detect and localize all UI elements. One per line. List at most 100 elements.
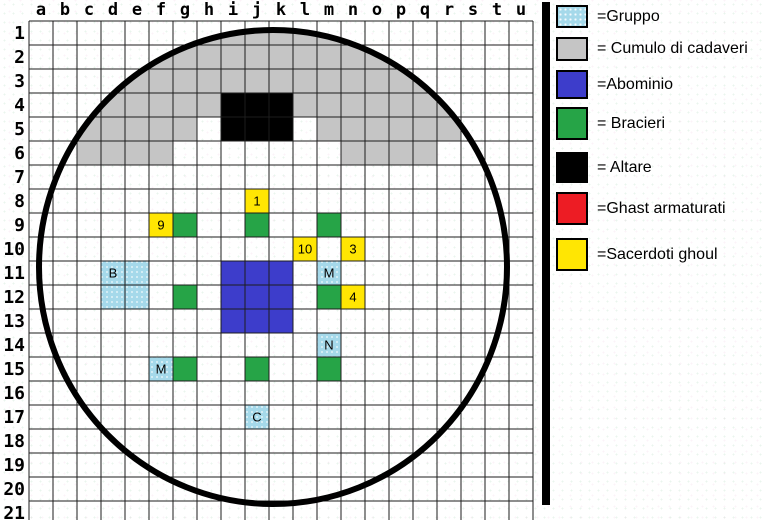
row-header: 18 — [3, 431, 25, 452]
ritual-circle — [36, 27, 510, 507]
row-header: 15 — [3, 359, 25, 380]
sacerdoti-swatch — [556, 238, 588, 271]
altar-cells — [221, 93, 293, 117]
abomination-cells — [221, 285, 293, 309]
column-header: q — [420, 0, 430, 20]
cell-label: M — [324, 266, 335, 281]
column-header: b — [60, 0, 70, 20]
brazier-cell — [317, 285, 341, 309]
cell-label: 10 — [298, 242, 312, 257]
row-header: 7 — [14, 167, 25, 188]
legend: =Gruppo = Cumulo di cadaveri =Abominio =… — [556, 0, 766, 271]
row-header: 1 — [14, 23, 25, 44]
cell-label: 9 — [157, 218, 164, 233]
row-header: 4 — [14, 95, 25, 116]
ghoul-priest-cell — [341, 237, 365, 261]
column-header: d — [108, 0, 118, 20]
legend-label: =Gruppo — [597, 7, 660, 25]
row-header: 12 — [3, 287, 25, 308]
row-header: 19 — [3, 455, 25, 476]
party-cell — [125, 285, 149, 309]
column-header: l — [300, 0, 310, 20]
abominio-swatch — [556, 70, 588, 99]
row-header: 9 — [14, 215, 25, 236]
cumulo-swatch — [556, 37, 588, 61]
row-header: 13 — [3, 311, 25, 332]
legend-item-sacerdoti: =Sacerdoti ghoul — [556, 238, 766, 271]
ghoul-priest-cell — [341, 285, 365, 309]
bracieri-swatch — [556, 107, 588, 140]
corpse-pile-cells — [77, 117, 197, 141]
column-header: g — [180, 0, 190, 20]
column-header: a — [36, 0, 46, 20]
row-header: 3 — [14, 71, 25, 92]
column-header: n — [348, 0, 358, 20]
party-cell — [245, 405, 269, 429]
row-header: 14 — [3, 335, 25, 356]
party-cell — [317, 261, 341, 285]
column-header: m — [324, 0, 334, 20]
ghast-swatch — [556, 192, 588, 225]
row-header: 10 — [3, 239, 25, 260]
legend-item-bracieri: = Bracieri — [556, 107, 766, 140]
altar-cells — [221, 117, 293, 141]
altare-swatch — [556, 152, 588, 183]
column-header: o — [372, 0, 382, 20]
party-cell — [317, 333, 341, 357]
column-header: h — [204, 0, 214, 20]
legend-item-cumulo: = Cumulo di cadaveri — [556, 37, 766, 61]
row-header: 2 — [14, 47, 25, 68]
legend-item-abominio: =Abominio — [556, 70, 766, 99]
cell-label: B — [109, 266, 118, 281]
row-header: 20 — [3, 479, 25, 500]
row-header: 6 — [14, 143, 25, 164]
brazier-cell — [245, 213, 269, 237]
corpse-pile-cells — [77, 45, 485, 69]
row-header: 17 — [3, 407, 25, 428]
column-header: t — [492, 0, 502, 20]
legend-label: =Ghast armaturati — [597, 199, 726, 217]
column-header: k — [276, 0, 286, 20]
cell-label: 3 — [349, 242, 356, 257]
brazier-cell — [317, 213, 341, 237]
legend-item-ghast: =Ghast armaturati — [556, 192, 766, 225]
column-header: j — [252, 0, 262, 20]
column-header: s — [468, 0, 478, 20]
column-header: i — [228, 0, 238, 20]
ghoul-priest-cell — [245, 189, 269, 213]
party-cell — [125, 261, 149, 285]
brazier-cell — [173, 285, 197, 309]
ghoul-priest-cell — [149, 213, 173, 237]
party-cell — [149, 357, 173, 381]
party-cell — [101, 285, 125, 309]
legend-label: =Abominio — [597, 75, 674, 93]
column-header: u — [516, 0, 526, 20]
legend-item-gruppo: =Gruppo — [556, 5, 766, 28]
column-header: c — [84, 0, 94, 20]
party-cell — [101, 261, 125, 285]
brazier-cell — [317, 357, 341, 381]
legend-label: =Sacerdoti ghoul — [597, 245, 718, 263]
cell-label: N — [324, 338, 333, 353]
row-header: 8 — [14, 191, 25, 212]
abomination-cells — [221, 261, 293, 285]
row-header: 16 — [3, 383, 25, 404]
column-header: p — [396, 0, 406, 20]
brazier-cell — [173, 357, 197, 381]
legend-label: = Altare — [597, 158, 652, 176]
legend-label: = Cumulo di cadaveri — [597, 40, 748, 57]
brazier-cell — [245, 357, 269, 381]
gruppo-swatch — [556, 5, 588, 28]
abomination-cells — [221, 309, 293, 333]
cell-label: 1 — [253, 194, 260, 209]
row-header: 21 — [3, 503, 25, 520]
brazier-cell — [173, 213, 197, 237]
ghoul-priest-cell — [293, 237, 317, 261]
legend-item-altare: = Altare — [556, 152, 766, 183]
cell-label: 4 — [349, 290, 356, 305]
row-header: 5 — [14, 119, 25, 140]
cell-label: C — [252, 410, 261, 425]
legend-separator — [542, 2, 550, 505]
